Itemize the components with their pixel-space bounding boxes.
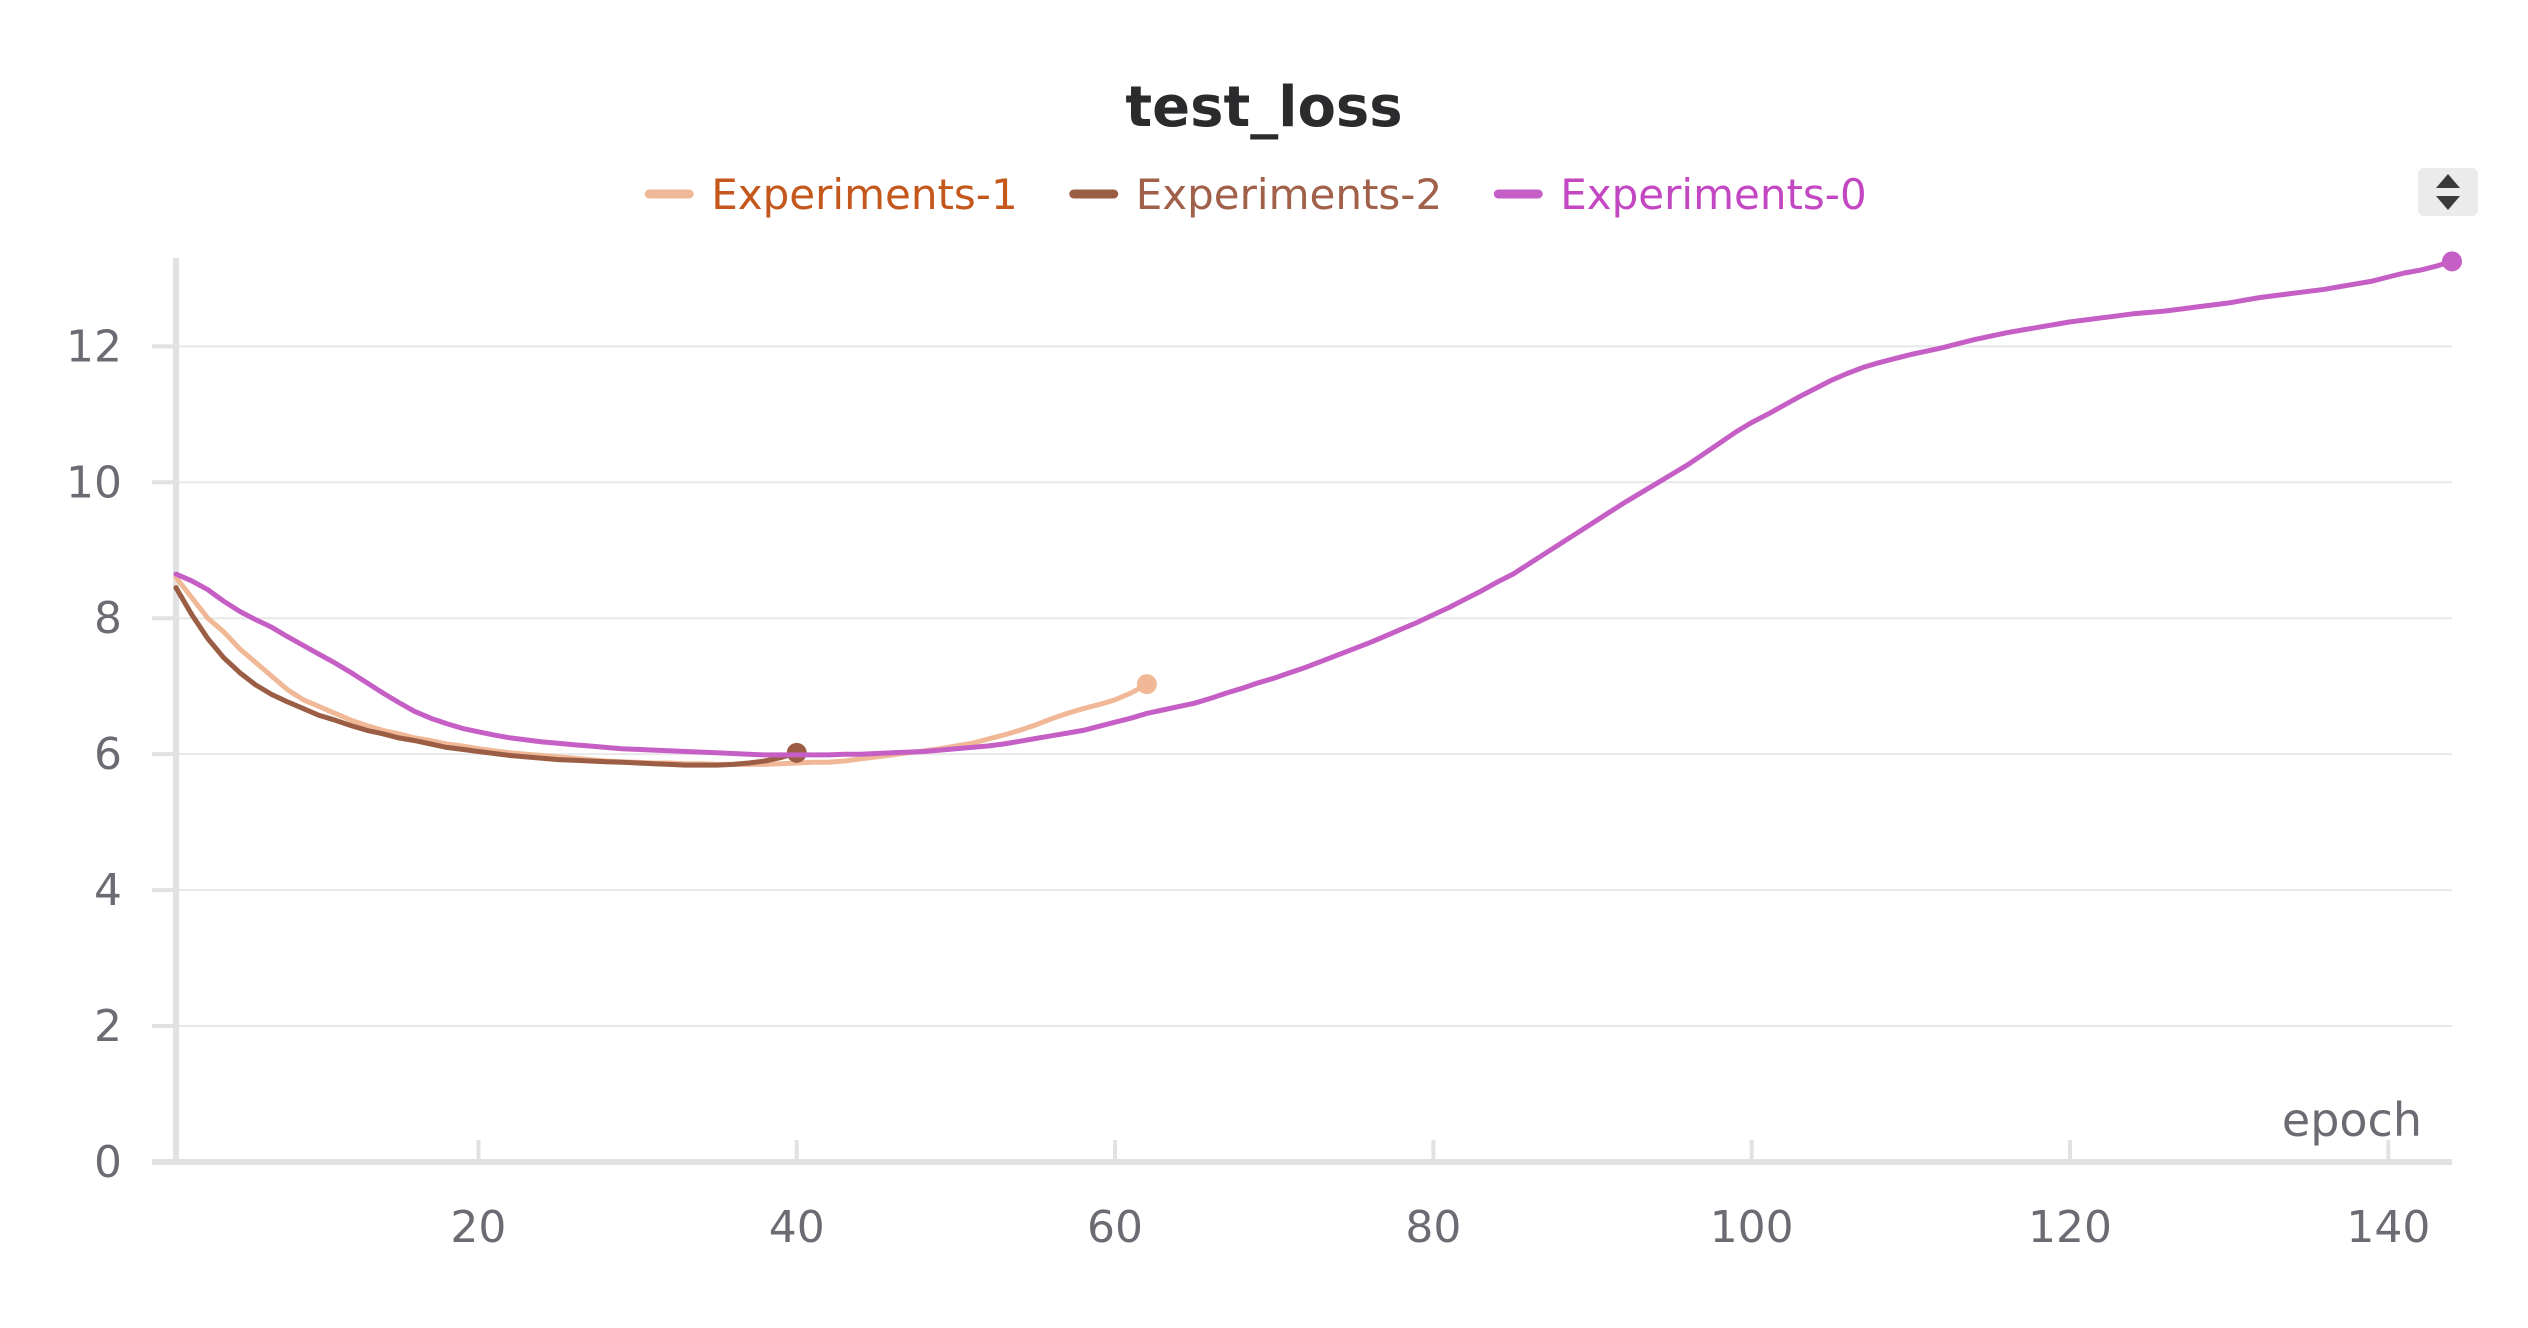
y-axis-ticks: 0 2 4 6 8 10 12	[66, 321, 176, 1188]
chart-title: test_loss	[1125, 75, 1402, 140]
series-line	[173, 585, 800, 768]
series-Experiments-0	[173, 251, 2462, 758]
x-axis-label: epoch	[2282, 1093, 2422, 1147]
x-tick-label: 80	[1405, 1202, 1461, 1253]
legend-label: Experiments-0	[1560, 170, 1866, 219]
y-tick-label: 8	[94, 593, 122, 644]
series-end-marker	[2442, 251, 2462, 272]
axes	[152, 258, 2452, 1165]
chevron-up-icon[interactable]	[2436, 174, 2460, 188]
y-tick-label: 4	[94, 865, 122, 916]
x-tick-label: 40	[769, 1202, 825, 1253]
y-tick-label: 10	[66, 457, 122, 508]
legend-label: Experiments-1	[711, 170, 1017, 219]
legend: Experiments-1 Experiments-2 Experiments-0	[644, 170, 1867, 219]
legend-scroll-control[interactable]	[2418, 168, 2478, 216]
x-axis-ticks: 20 40 60 80 100 120 140	[450, 1140, 2430, 1253]
legend-item[interactable]: Experiments-1	[644, 170, 1018, 219]
series-line	[173, 258, 2455, 758]
series-Experiments-1	[173, 575, 1157, 767]
chevron-down-icon[interactable]	[2436, 196, 2460, 210]
y-tick-label: 0	[94, 1137, 122, 1188]
series-end-marker	[1136, 674, 1157, 695]
y-tick-label: 12	[66, 321, 122, 372]
legend-label: Experiments-2	[1136, 170, 1442, 219]
x-tick-label: 140	[2346, 1202, 2430, 1253]
series-layer	[173, 251, 2462, 768]
legend-item[interactable]: Experiments-0	[1493, 170, 1867, 219]
y-tick-label: 2	[94, 1001, 122, 1052]
y-tick-label: 6	[94, 729, 122, 780]
x-tick-label: 120	[2028, 1202, 2112, 1253]
x-tick-label: 60	[1087, 1202, 1143, 1253]
series-line	[173, 575, 1150, 767]
grid-lines	[176, 345, 2452, 1028]
x-tick-label: 100	[1710, 1202, 1794, 1253]
x-tick-label: 20	[450, 1202, 506, 1253]
legend-item[interactable]: Experiments-2	[1069, 170, 1442, 219]
